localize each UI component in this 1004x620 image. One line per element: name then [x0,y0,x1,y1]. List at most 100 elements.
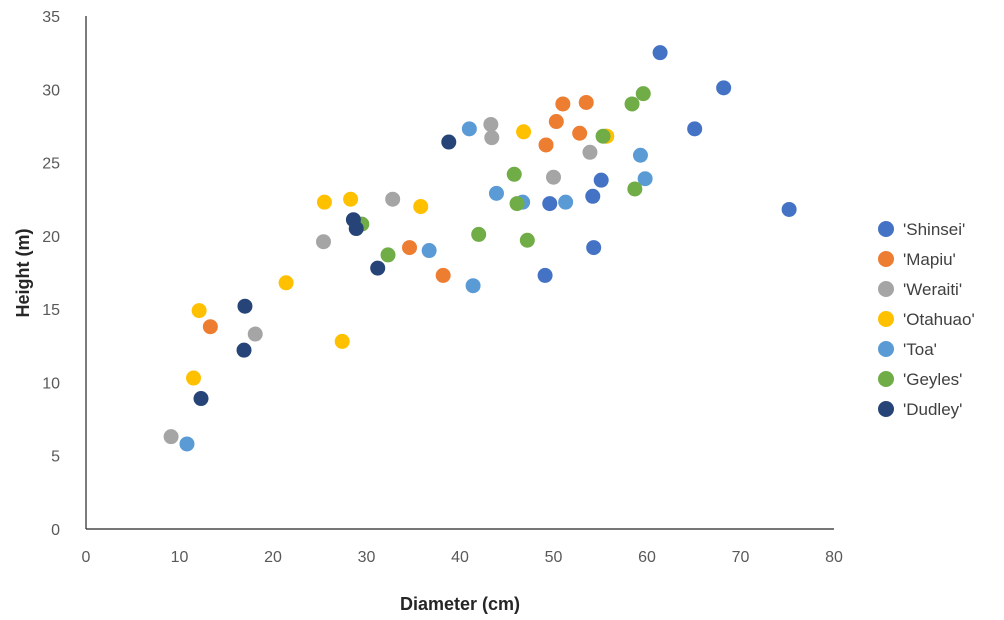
data-point [237,298,253,314]
data-point [461,121,477,137]
x-tick-label: 30 [358,549,376,566]
data-point [586,240,602,256]
data-point [546,169,561,185]
legend-label: 'Mapiu' [903,250,956,269]
data-point [278,275,294,291]
legend: 'Shinsei' 'Mapiu' 'Weraiti' 'Otahuao' 'Toa' '… [878,220,975,419]
data-point [316,194,332,210]
series-group [186,124,615,386]
y-tick-label: 20 [42,229,60,246]
x-axis-ticks: 0 10 20 30 40 50 60 70 80 [82,549,843,566]
x-tick-label: 70 [732,549,750,566]
legend-label: 'Otahuao' [903,310,975,329]
legend-label: 'Shinsei' [903,220,965,239]
y-tick-label: 0 [51,522,60,539]
legend-item: 'Weraiti' [878,280,962,299]
data-point [163,429,179,445]
legend-marker [878,371,894,387]
data-point [716,80,732,96]
data-point [637,171,653,187]
data-point [687,121,703,137]
data-point [348,221,364,237]
legend-marker [878,401,894,417]
data-point [632,147,648,163]
series-group [193,134,457,407]
data-point [558,194,574,210]
data-point [781,201,797,217]
data-point [582,144,598,160]
series-group [202,94,614,335]
legend-marker [878,311,894,327]
legend-marker [878,281,894,297]
series-group [354,86,651,263]
data-points [163,45,797,452]
legend-item: 'Otahuao' [878,310,975,329]
x-tick-label: 50 [545,549,563,566]
data-point [593,172,609,188]
legend-item: 'Mapiu' [878,250,956,269]
legend-label: 'Dudley' [903,400,962,419]
series-group [537,45,797,283]
x-axis-title: Diameter (cm) [400,594,520,614]
x-tick-label: 60 [638,549,656,566]
data-point [402,240,418,256]
y-tick-label: 15 [42,302,60,319]
y-tick-label: 25 [42,156,60,173]
data-point [516,124,532,140]
series-group [163,116,598,445]
data-point [236,342,252,358]
legend-label: 'Geyles' [903,370,962,389]
y-tick-label: 30 [42,82,60,99]
data-point [509,196,525,212]
data-point [484,130,500,146]
data-point [572,125,588,141]
data-point [519,232,535,248]
y-axis-ticks: 0 5 10 15 20 25 30 35 [42,9,60,539]
y-tick-label: 5 [51,449,60,466]
x-tick-label: 10 [171,549,189,566]
data-point [343,191,359,207]
data-point [548,114,564,130]
data-point [186,370,202,386]
data-point [652,45,668,61]
legend-marker [878,221,894,237]
data-point [435,267,451,283]
data-point [465,278,481,294]
data-point [488,185,504,201]
series-group [179,121,653,452]
legend-marker [878,251,894,267]
data-point [385,191,401,207]
plot-area [85,16,834,530]
data-point [585,188,601,204]
data-point [635,86,651,102]
data-point [370,260,386,276]
data-point [179,436,195,452]
x-tick-label: 20 [264,549,282,566]
data-point [578,94,594,110]
data-point [247,326,263,342]
data-point [624,96,640,112]
data-point [421,243,437,259]
data-point [413,199,429,215]
x-tick-label: 80 [825,549,843,566]
y-axis-title: Height (m) [13,229,33,318]
y-tick-label: 35 [42,9,60,26]
legend-item: 'Geyles' [878,370,962,389]
data-point [555,96,571,112]
data-point [334,333,350,349]
legend-label: 'Weraiti' [903,280,962,299]
data-point [537,267,553,283]
data-point [483,116,499,132]
data-point [315,234,331,250]
legend-item: 'Toa' [878,340,937,359]
data-point [627,181,643,197]
x-tick-label: 40 [451,549,469,566]
data-point [506,166,522,182]
legend-marker [878,341,894,357]
data-point [471,226,487,242]
x-tick-label: 0 [82,549,91,566]
legend-item: 'Dudley' [878,400,962,419]
data-point [191,303,207,319]
data-point [441,134,457,150]
